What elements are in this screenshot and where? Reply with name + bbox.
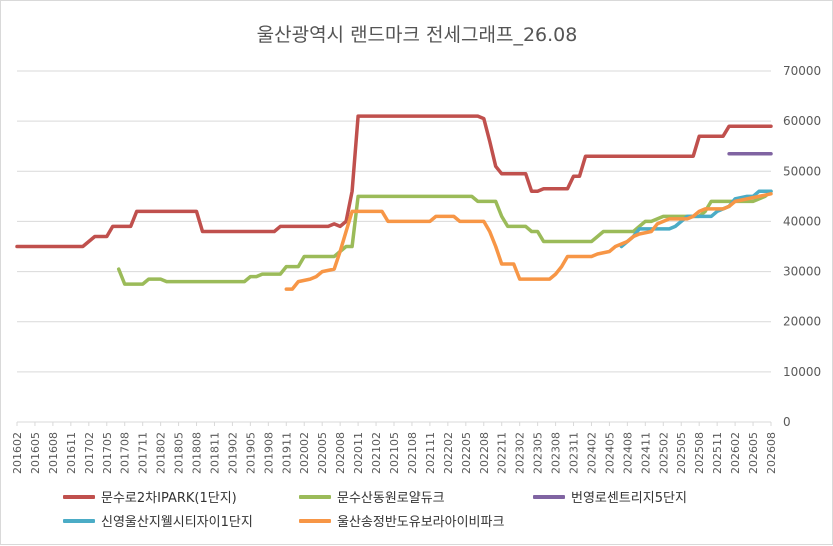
legend-label: 신영울산지웰시티자이1단지 [101, 515, 253, 530]
y-tick-label: 50000 [783, 164, 821, 178]
x-tick-label: 202305 [532, 432, 545, 474]
x-tick-label: 201711 [137, 432, 150, 474]
legend-item: 문수산동원로얄듀크 [299, 487, 445, 506]
x-tick-label: 202105 [388, 432, 401, 474]
legend-swatch [533, 494, 565, 499]
legend-item: 번영로센트리지5단지 [533, 487, 687, 506]
x-tick-label: 202608 [765, 432, 778, 474]
x-tick-label: 202208 [478, 432, 491, 474]
x-tick-label: 202602 [729, 432, 742, 474]
y-tick-label: 20000 [783, 315, 821, 329]
x-tick-label: 201908 [262, 432, 275, 474]
y-tick-label: 40000 [783, 214, 821, 228]
x-tick-label: 202002 [298, 432, 311, 474]
x-tick-label: 201911 [280, 432, 293, 474]
legend-swatch [299, 494, 331, 499]
series-line-5 [284, 192, 773, 291]
x-tick-label: 202411 [639, 432, 652, 474]
x-tick-label: 201605 [29, 432, 42, 474]
x-tick-label: 202211 [496, 432, 509, 474]
x-tick-label: 201811 [208, 432, 221, 474]
x-tick-label: 202205 [460, 432, 473, 474]
x-tick-label: 201905 [244, 432, 257, 474]
x-tick-label: 202008 [334, 432, 347, 474]
x-tick-label: 202405 [603, 432, 616, 474]
x-tick-label: 201602 [11, 432, 24, 474]
x-tick-label: 202308 [550, 432, 563, 474]
x-tick-label: 202005 [316, 432, 329, 474]
x-tick-label: 202408 [621, 432, 634, 474]
legend-swatch [299, 518, 331, 523]
x-tick-label: 202605 [747, 432, 760, 474]
chart-title: 울산광역시 랜드마크 전세그래프_26.08 [257, 24, 578, 46]
x-tick-label: 202302 [514, 432, 527, 474]
x-tick-label: 201902 [226, 432, 239, 474]
legend-label: 문수로2차IPARK(1단지) [101, 491, 237, 506]
legend-item: 신영울산지웰시티자이1단지 [63, 511, 253, 530]
x-tick-label: 201608 [47, 432, 60, 474]
x-tick-label: 202502 [657, 432, 670, 474]
x-tick-label: 201708 [119, 432, 132, 474]
x-tick-label: 201805 [173, 432, 186, 474]
legend-label: 울산송정반도유보라아이비파크 [337, 515, 505, 530]
legend-swatch [63, 518, 95, 523]
x-tick-label: 202102 [370, 432, 383, 474]
legend-item: 문수로2차IPARK(1단지) [63, 487, 237, 506]
series-line-4 [619, 189, 773, 249]
x-tick-label: 202311 [568, 432, 581, 474]
x-tick-label: 201705 [101, 432, 114, 474]
x-tick-label: 201611 [65, 432, 78, 474]
x-tick-label: 201802 [155, 432, 168, 474]
series-line-1 [15, 114, 773, 249]
y-tick-label: 60000 [783, 114, 821, 128]
legend-label: 문수산동원로얄듀크 [337, 491, 445, 506]
x-tick-label: 202108 [406, 432, 419, 474]
x-tick-label: 202111 [424, 432, 437, 474]
x-tick-label: 202508 [693, 432, 706, 474]
series-line-2 [116, 189, 773, 286]
x-tick-label: 201808 [191, 432, 204, 474]
y-tick-label: 10000 [783, 365, 821, 379]
x-tick-label: 202202 [442, 432, 455, 474]
legend-label: 번영로센트리지5단지 [571, 491, 687, 506]
x-tick-label: 201702 [83, 432, 96, 474]
y-tick-label: 70000 [783, 64, 821, 78]
x-tick-label: 202011 [352, 432, 365, 474]
y-tick-label: 0 [783, 415, 791, 429]
legend-item: 울산송정반도유보라아이비파크 [299, 511, 504, 530]
x-tick-label: 202402 [585, 432, 598, 474]
x-tick-label: 202511 [711, 432, 724, 474]
y-tick-label: 30000 [783, 265, 821, 279]
x-tick-label: 202505 [675, 432, 688, 474]
legend-swatch [63, 494, 95, 499]
